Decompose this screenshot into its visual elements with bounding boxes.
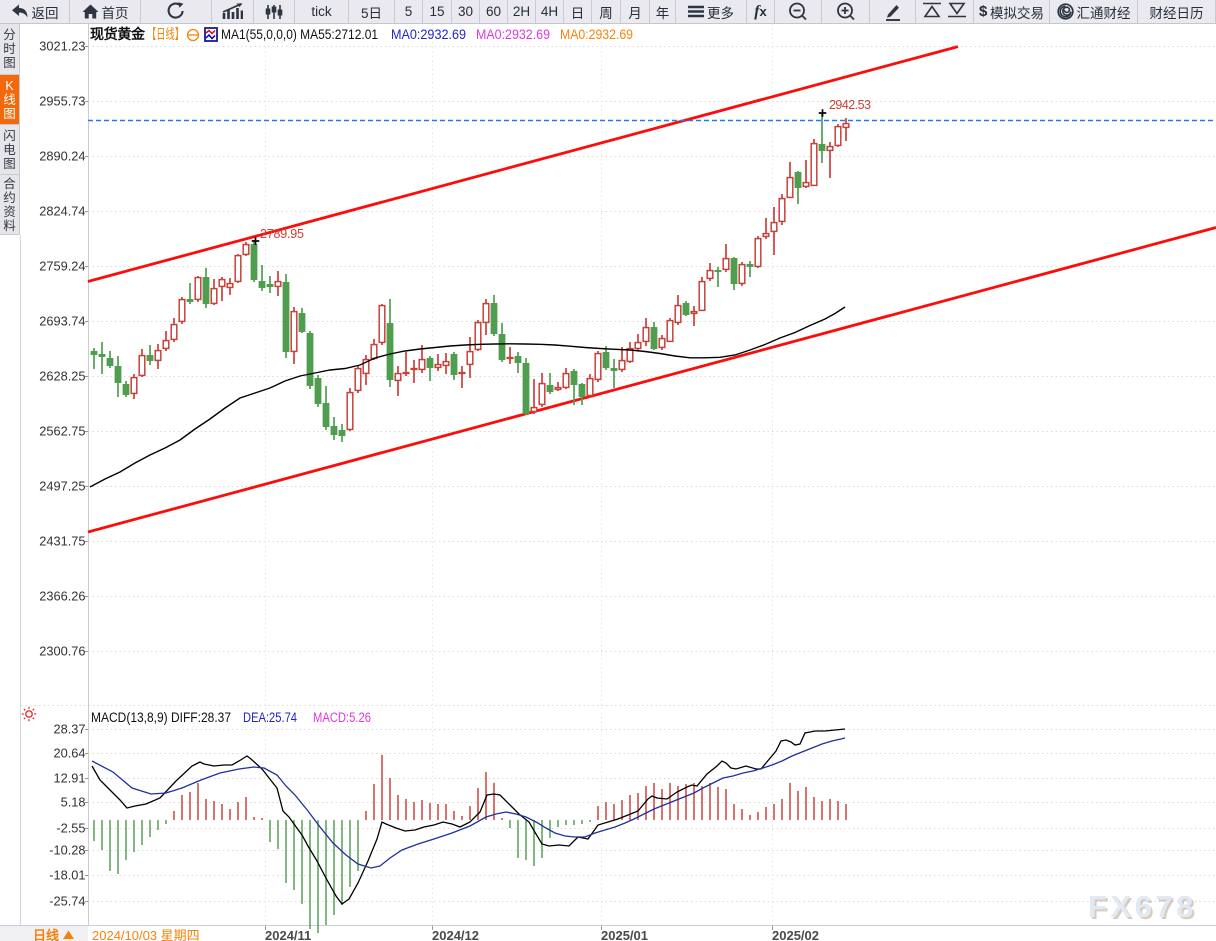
svg-text:2024/11: 2024/11 [265, 928, 311, 941]
svg-text:DEA:25.74: DEA:25.74 [243, 710, 297, 725]
svg-text:2024/12: 2024/12 [432, 928, 479, 941]
svg-text:2759.24: 2759.24 [39, 259, 85, 274]
svg-text:2789.95: 2789.95 [260, 227, 304, 241]
svg-text:MACD(13,8,9) DIFF:28.37: MACD(13,8,9) DIFF:28.37 [91, 710, 231, 725]
svg-text:2024/10/03 星期四: 2024/10/03 星期四 [92, 928, 200, 941]
svg-text:MACD:5.26: MACD:5.26 [313, 710, 371, 725]
svg-text:-25.74: -25.74 [49, 894, 85, 909]
svg-text:MA0:2932.69: MA0:2932.69 [476, 27, 550, 42]
svg-text:2497.25: 2497.25 [39, 479, 85, 494]
svg-text:2366.26: 2366.26 [39, 589, 85, 604]
svg-text:日线: 日线 [33, 928, 59, 941]
svg-text:2955.73: 2955.73 [39, 94, 85, 109]
svg-text:2431.75: 2431.75 [39, 534, 85, 549]
svg-text:2562.75: 2562.75 [39, 424, 85, 439]
svg-text:-18.01: -18.01 [49, 868, 85, 883]
svg-text:20.64: 20.64 [53, 746, 85, 761]
svg-text:2025/02: 2025/02 [772, 928, 819, 941]
svg-text:-10.28: -10.28 [49, 843, 85, 858]
svg-text:2628.25: 2628.25 [39, 369, 85, 384]
svg-text:28.37: 28.37 [53, 722, 85, 737]
svg-text:FX678: FX678 [1088, 889, 1197, 924]
svg-text:MA1(55,0,0,0) MA55:2712.01: MA1(55,0,0,0) MA55:2712.01 [221, 27, 378, 42]
svg-text:【日线】: 【日线】 [147, 26, 184, 42]
svg-text:2025/01: 2025/01 [601, 928, 648, 941]
svg-text:2693.74: 2693.74 [39, 314, 85, 329]
svg-text:现货黄金: 现货黄金 [90, 26, 146, 42]
svg-text:-2.55: -2.55 [56, 821, 85, 836]
svg-text:2890.24: 2890.24 [39, 149, 85, 164]
svg-text:2942.53: 2942.53 [829, 98, 871, 112]
svg-text:2300.76: 2300.76 [39, 644, 85, 659]
svg-text:FX678: FX678 [1090, 891, 1199, 926]
svg-text:MA0:2932.69: MA0:2932.69 [560, 27, 633, 42]
svg-text:MA0:2932.69: MA0:2932.69 [391, 27, 466, 42]
svg-text:12.91: 12.91 [53, 771, 85, 786]
svg-text:5.18: 5.18 [61, 795, 86, 810]
svg-text:3021.23: 3021.23 [39, 39, 85, 54]
svg-text:2824.74: 2824.74 [39, 204, 85, 219]
